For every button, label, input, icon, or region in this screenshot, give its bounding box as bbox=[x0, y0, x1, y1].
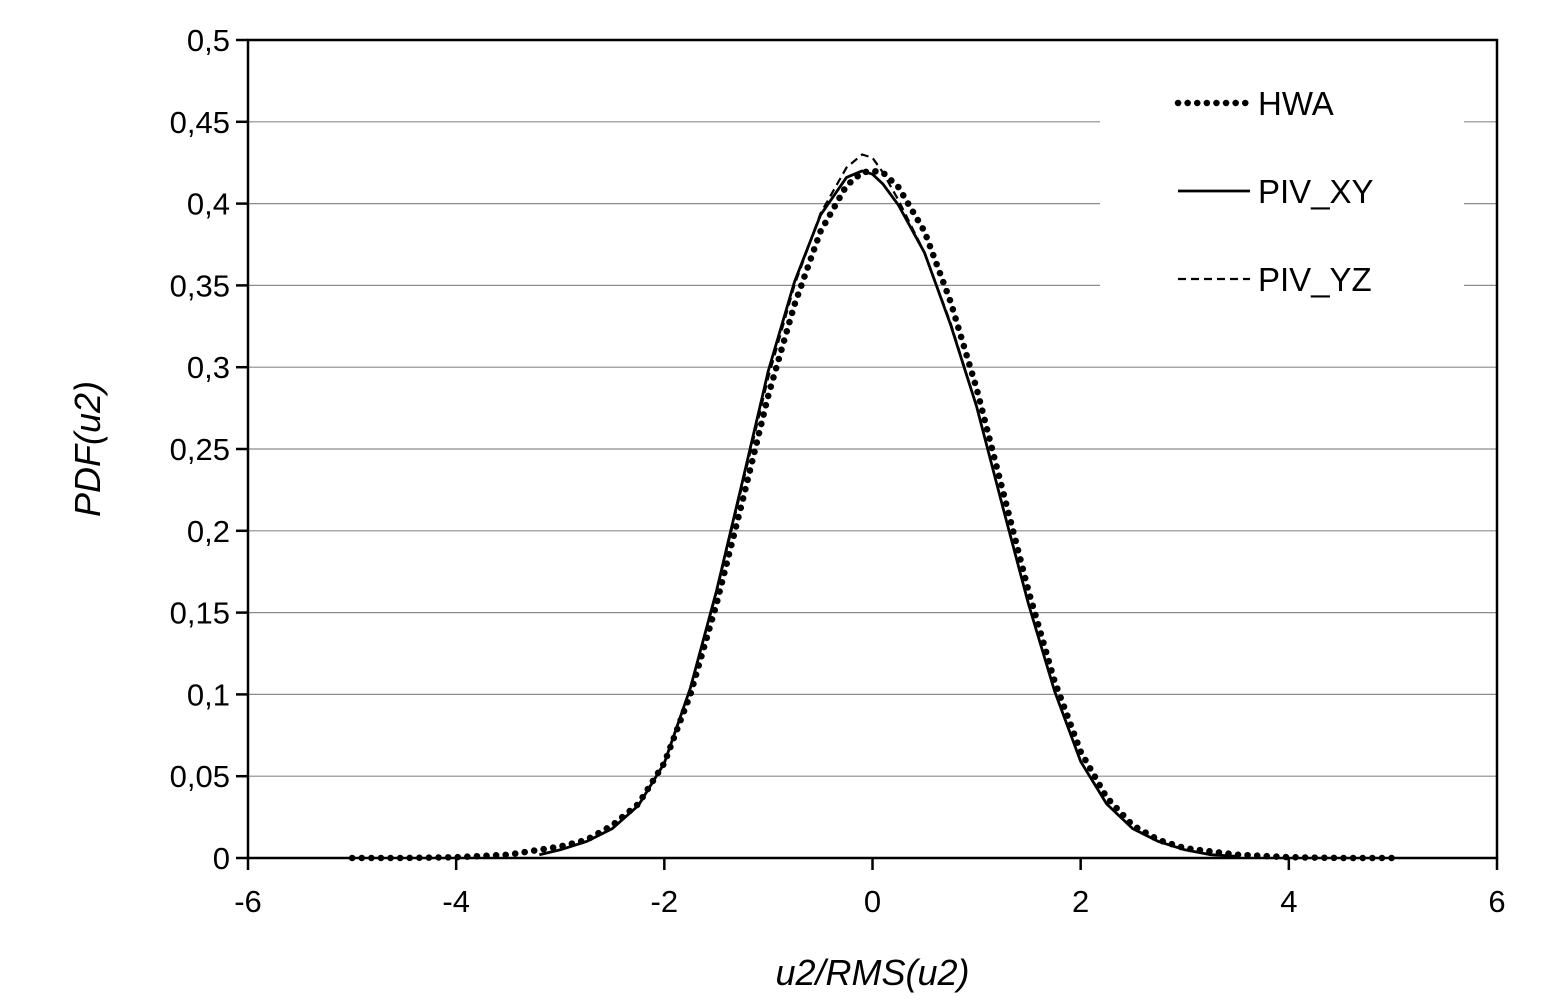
y-tick-label-10: 0,5 bbox=[187, 23, 230, 58]
legend: HWA PIV_XY PIV_YZ bbox=[1174, 85, 1374, 298]
legend-label-piv-yz: PIV_YZ bbox=[1258, 261, 1372, 298]
x-tick-label-1: -4 bbox=[442, 884, 470, 919]
x-tick-label-3: 0 bbox=[864, 884, 881, 919]
series-line-hwa bbox=[348, 167, 1397, 862]
legend-background bbox=[1100, 68, 1464, 316]
y-tick-label-6: 0,3 bbox=[187, 350, 230, 385]
y-tick-label-7: 0,35 bbox=[170, 268, 230, 303]
y-tick-label-0: 0 bbox=[213, 841, 230, 876]
y-tick-label-1: 0,05 bbox=[170, 759, 230, 794]
x-tick-label-5: 4 bbox=[1280, 884, 1297, 919]
x-axis-title: u2/RMS(u2) bbox=[775, 952, 969, 993]
x-tick-label-4: 2 bbox=[1072, 884, 1089, 919]
axis-ticks bbox=[236, 38, 1499, 870]
y-tick-label-5: 0,25 bbox=[170, 432, 230, 467]
y-tick-label-4: 0,2 bbox=[187, 514, 230, 549]
y-tick-label-9: 0,45 bbox=[170, 105, 230, 140]
series-layer bbox=[348, 153, 1397, 862]
series-line-piv-yz bbox=[539, 153, 1237, 858]
tick-labels: 0 0,05 0,1 0,15 0,2 0,25 0,3 0,35 0,4 0,45 0,5 -6 -4… bbox=[170, 23, 1506, 919]
y-tick-label-2: 0,1 bbox=[187, 677, 230, 712]
x-tick-label-6: 6 bbox=[1488, 884, 1505, 919]
legend-label-piv-xy: PIV_XY bbox=[1258, 173, 1374, 210]
legend-label-hwa: HWA bbox=[1258, 85, 1334, 122]
x-tick-label-0: -6 bbox=[234, 884, 262, 919]
x-tick-label-2: -2 bbox=[651, 884, 679, 919]
y-axis-title: PDF(u2) bbox=[67, 381, 108, 517]
y-tick-label-8: 0,4 bbox=[187, 187, 230, 222]
y-tick-label-3: 0,15 bbox=[170, 596, 230, 631]
